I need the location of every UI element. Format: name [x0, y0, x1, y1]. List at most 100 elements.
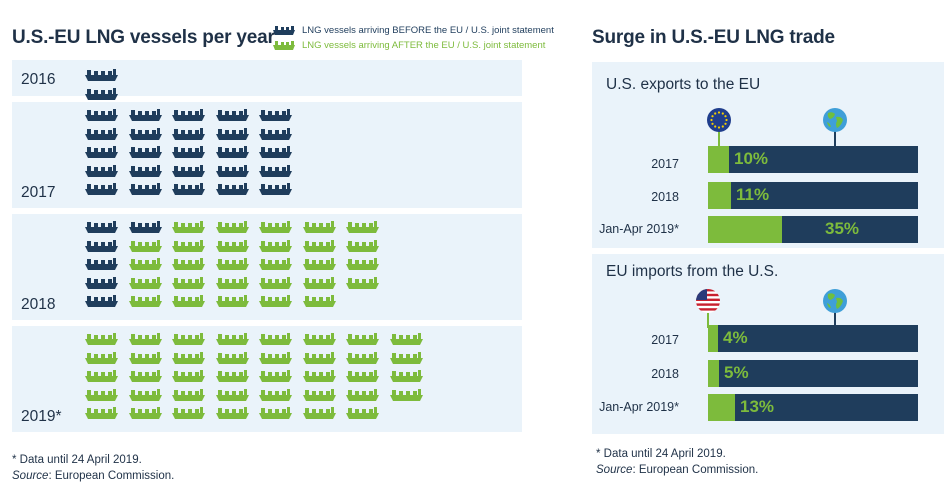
lng-ship-icon — [302, 295, 336, 308]
lng-ship-icon — [302, 276, 336, 289]
lng-ship-icon — [172, 407, 205, 420]
footnote-note: * Data until 24 April 2019. — [12, 454, 142, 466]
lng-ship-icon — [259, 351, 292, 364]
lng-ship-icon — [128, 276, 162, 289]
bar-fill — [708, 325, 718, 352]
lng-ship-icon — [259, 109, 292, 121]
legend: LNG vessels arriving BEFORE the EU / U.S… — [272, 23, 554, 53]
lng-ship-icon — [172, 127, 205, 140]
lng-ship-icon — [259, 388, 292, 401]
lng-ship-icon — [259, 276, 292, 289]
lng-ship-icon — [128, 146, 162, 159]
lng-ship-icon — [85, 221, 118, 233]
lng-ship-icon — [215, 388, 249, 401]
lng-ship-icon — [302, 239, 336, 252]
lng-ship-icon — [346, 258, 379, 271]
lng-ship-icon — [172, 164, 205, 177]
ship-icon-after — [273, 40, 295, 50]
lng-ship-icon — [259, 333, 292, 345]
lng-ship-icon — [85, 295, 118, 308]
year-label: 2016 — [21, 71, 56, 88]
bar-track: 11% — [708, 182, 918, 209]
lng-ship-icon — [302, 258, 336, 271]
lng-ship-icon — [172, 333, 205, 345]
lng-ship-icon — [128, 351, 162, 364]
footnote-source: Source: European Commission. — [12, 468, 174, 484]
lng-ship-icon — [215, 351, 249, 364]
lng-ship-icon — [259, 295, 292, 308]
lng-ship-icon — [172, 221, 205, 233]
lng-ship-icon — [259, 239, 292, 252]
lng-ship-icon — [128, 164, 162, 177]
lng-ship-icon — [128, 333, 162, 345]
footnote-source: Source: European Commission. — [596, 462, 758, 478]
right-chart-title: Surge in U.S.-EU LNG trade — [592, 27, 835, 48]
year-label: 2019* — [21, 408, 62, 425]
lng-ship-icon — [346, 221, 379, 233]
year-label: 2018 — [21, 296, 56, 313]
lng-ship-icon — [346, 276, 379, 289]
lng-ship-icon — [128, 407, 162, 420]
bar-track: 5% — [708, 360, 918, 387]
lng-ship-icon — [172, 351, 205, 364]
bar-value-label: 11% — [736, 185, 770, 204]
lng-ship-icon — [302, 351, 336, 364]
lng-ship-icon — [259, 127, 292, 140]
lng-ship-icon — [346, 388, 379, 401]
lng-ship-icon — [128, 239, 162, 252]
lng-ship-icon — [85, 146, 118, 159]
bar-track: 13% — [708, 394, 918, 421]
lng-ship-icon — [259, 258, 292, 271]
lng-ship-icon — [215, 164, 249, 177]
bar-track: 35% — [708, 216, 918, 243]
lng-ship-icon — [172, 146, 205, 159]
lng-ship-icon — [172, 370, 205, 383]
lng-ship-icon — [259, 221, 292, 233]
lng-ship-icon — [172, 183, 205, 196]
lng-ship-icon — [215, 146, 249, 159]
ship-icon-before — [273, 25, 295, 35]
lng-ship-icon — [172, 258, 205, 271]
lng-ship-icon — [128, 183, 162, 196]
legend-item-before: LNG vessels arriving BEFORE the EU / U.S… — [272, 23, 554, 38]
lng-ship-icon — [85, 239, 118, 252]
footnote-left: * Data until 24 April 2019. Source: Euro… — [12, 452, 174, 484]
lng-ship-icon — [85, 388, 118, 401]
source-label: Source — [596, 464, 633, 476]
lng-ship-icon — [215, 109, 249, 121]
bar-category-label: Jan-Apr 2019* — [599, 400, 679, 414]
lng-ship-icon — [85, 164, 118, 177]
legend-label-after: LNG vessels arriving AFTER the EU / U.S.… — [302, 40, 546, 51]
lng-ship-icon — [215, 407, 249, 420]
bar-track: 10% — [708, 146, 918, 173]
lng-ship-icon — [215, 370, 249, 383]
lng-ship-icon — [215, 295, 249, 308]
source-text: : European Commission. — [632, 464, 759, 476]
lng-ship-icon — [128, 388, 162, 401]
bar-category-label: 2017 — [651, 157, 679, 171]
lng-ship-icon — [215, 127, 249, 140]
globe-icon — [822, 107, 848, 152]
bar-category-label: 2018 — [651, 190, 679, 204]
lng-ship-icon — [259, 164, 292, 177]
year-panel-2018: 2018 — [12, 214, 522, 320]
lng-ship-icon — [128, 109, 162, 121]
lng-ship-icon — [346, 239, 379, 252]
lng-ship-icon — [172, 388, 205, 401]
year-panel-2016: 2016 — [12, 60, 522, 119]
lng-ship-icon — [128, 127, 162, 140]
bar-value-label: 35% — [825, 219, 860, 238]
lng-ship-icon — [85, 370, 118, 383]
legend-item-after: LNG vessels arriving AFTER the EU / U.S.… — [272, 38, 554, 53]
lng-ship-icon — [302, 370, 336, 383]
lng-ship-icon — [85, 333, 118, 345]
bar-category-label: 2017 — [651, 333, 679, 347]
lng-ship-icon — [215, 239, 249, 252]
lng-ship-icon — [215, 258, 249, 271]
lng-ship-icon — [128, 295, 162, 308]
bar-value-label: 10% — [734, 149, 769, 168]
lng-ship-icon — [302, 407, 336, 420]
legend-label-before: LNG vessels arriving BEFORE the EU / U.S… — [302, 25, 554, 36]
lng-ship-icon — [128, 258, 162, 271]
lng-ship-icon — [259, 146, 292, 159]
